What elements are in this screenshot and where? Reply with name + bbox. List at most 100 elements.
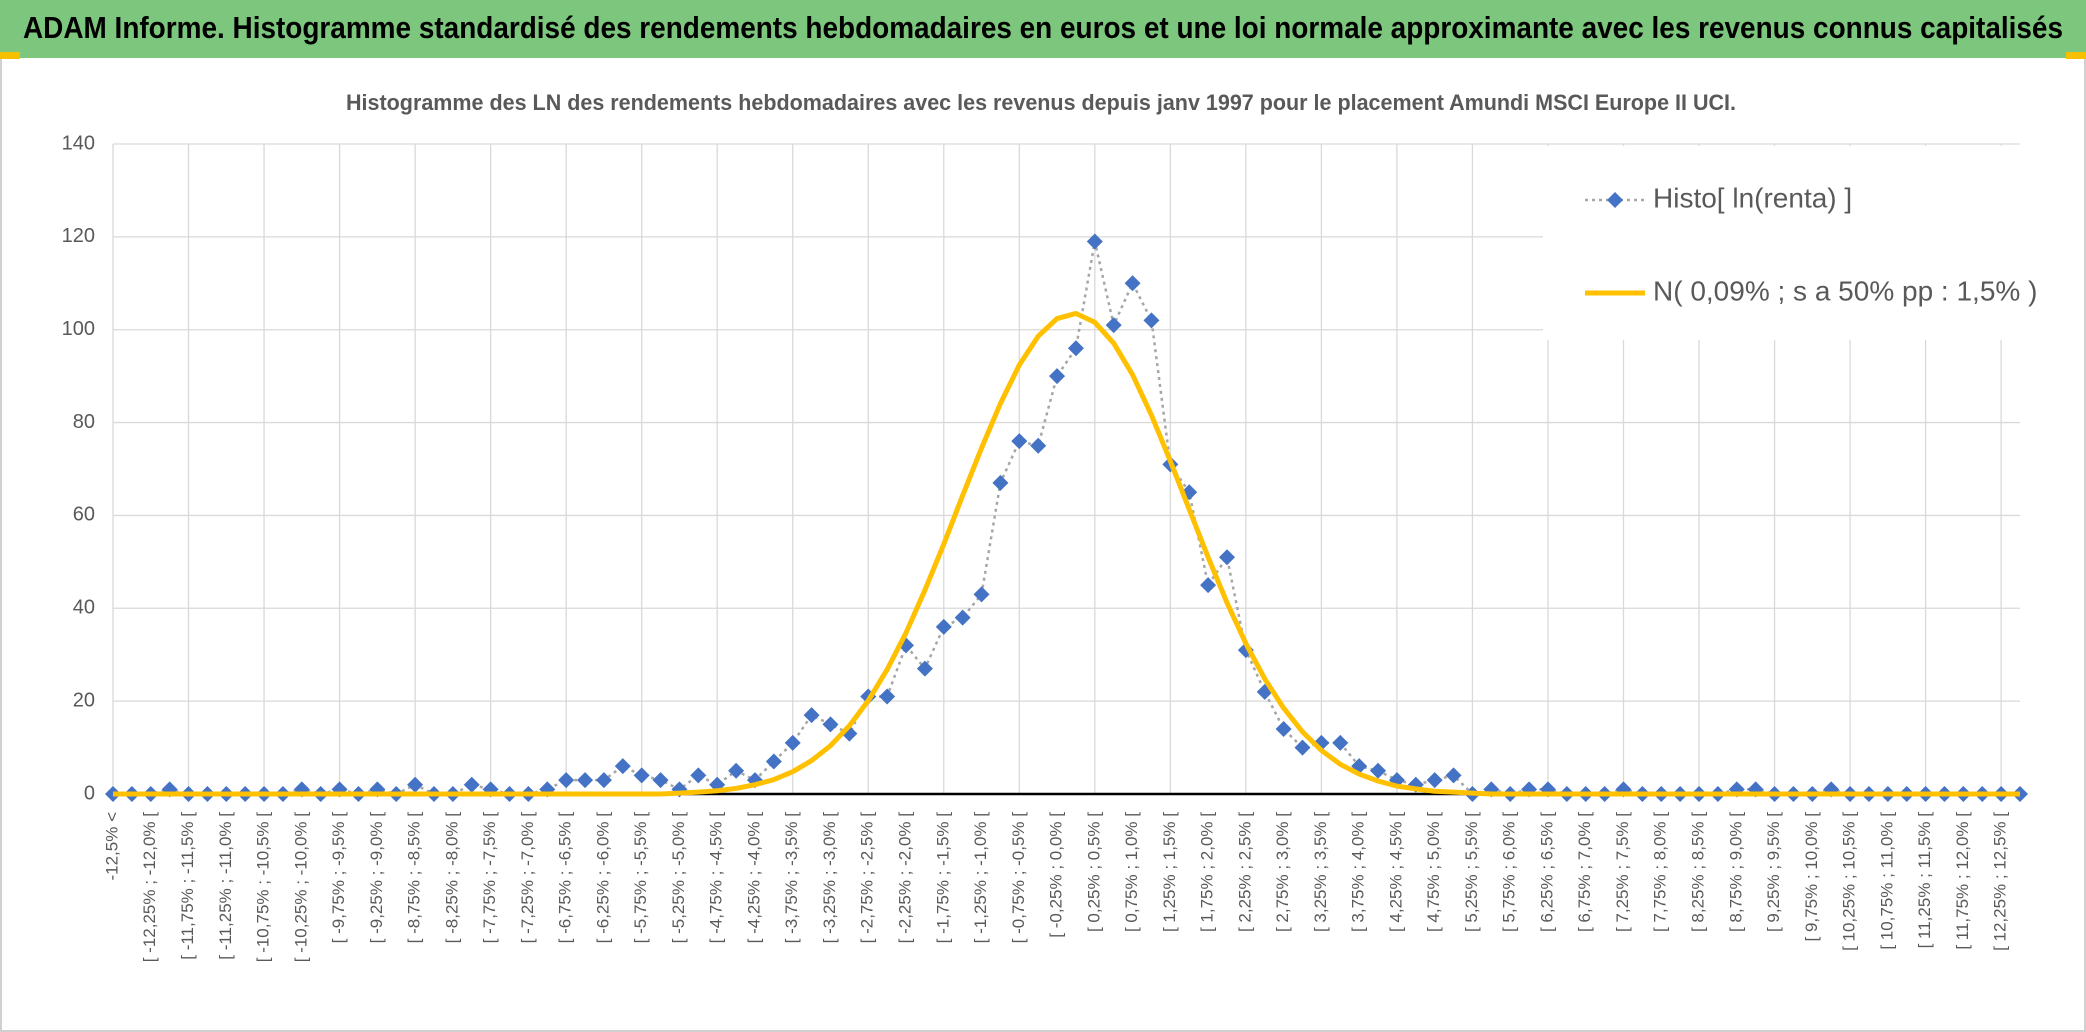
x-tick-label: [ 5,25% ; 5,5% [ <box>1462 812 1481 932</box>
x-tick-label: [ 3,25% ; 3,5% [ <box>1311 812 1330 932</box>
data-point <box>1143 312 1160 329</box>
x-tick-label: [ 11,75% ; 12,0% [ <box>1953 812 1972 950</box>
legend-box <box>1543 146 2075 340</box>
x-tick-label: [ -11,75% ; -11,5% [ <box>178 812 197 960</box>
data-point <box>1370 762 1387 779</box>
header-band <box>0 0 2086 58</box>
legend-marker <box>1607 192 1623 208</box>
data-point <box>690 767 707 784</box>
data-point <box>558 772 575 789</box>
y-tick-label: 120 <box>62 225 95 247</box>
x-tick-label: [ 6,75% ; 7,0% [ <box>1575 812 1594 932</box>
x-tick-label: [ -8,25% ; -8,0% [ <box>442 812 461 944</box>
data-point <box>652 772 669 789</box>
x-tick-label: [ -2,75% ; -2,5% [ <box>858 812 877 944</box>
x-tick-label: [ 5,75% ; 6,0% [ <box>1500 812 1519 932</box>
x-tick-label: [ -7,25% ; -7,0% [ <box>518 812 537 944</box>
x-tick-label: [ -7,75% ; -7,5% [ <box>480 812 499 944</box>
chart-subtitle: Histogramme des LN des rendements hebdom… <box>346 90 1736 115</box>
x-tick-label: [ -11,25% ; -11,0% [ <box>216 812 235 960</box>
x-tick-label: [ -6,25% ; -6,0% [ <box>593 812 612 944</box>
data-point <box>784 734 801 751</box>
data-point <box>1086 233 1103 250</box>
x-tick-label: [ 10,25% ; 10,5% [ <box>1840 812 1859 951</box>
data-point <box>1105 317 1122 334</box>
data-point <box>1124 275 1141 292</box>
x-tick-label: [ 4,25% ; 4,5% [ <box>1386 812 1405 932</box>
legend-label: N( 0,09% ; s a 50% pp : 1,5% ) <box>1653 275 2037 306</box>
data-point <box>1030 437 1047 454</box>
x-tick-label: [ 1,75% ; 2,0% [ <box>1198 812 1217 932</box>
legend-label: Histo[ ln(renta) ] <box>1653 182 1852 213</box>
y-tick-label: 60 <box>73 504 95 526</box>
corner-mark <box>0 52 20 59</box>
data-point <box>935 618 952 635</box>
x-tick-label: [ 6,25% ; 6,5% [ <box>1537 812 1556 932</box>
y-tick-label: 80 <box>73 411 95 433</box>
x-tick-label: [ 2,75% ; 3,0% [ <box>1273 812 1292 932</box>
x-tick-label: [ 4,75% ; 5,0% [ <box>1424 812 1443 932</box>
x-tick-label: [ -9,75% ; -9,5% [ <box>329 812 348 944</box>
x-tick-label: [ 8,75% ; 9,0% [ <box>1726 812 1745 932</box>
x-tick-label: [ -4,25% ; -4,0% [ <box>744 812 763 944</box>
x-tick-label: [ 11,25% ; 11,5% [ <box>1915 812 1934 949</box>
x-tick-label: [ -6,75% ; -6,5% [ <box>556 812 575 944</box>
y-tick-label: 40 <box>73 597 95 619</box>
data-point <box>1332 734 1349 751</box>
x-tick-label: [ 8,25% ; 8,5% [ <box>1689 812 1708 932</box>
x-tick-label: [ -0,25% ; 0,0% [ <box>1047 812 1066 938</box>
data-point <box>1200 577 1217 594</box>
x-tick-label: [ -9,25% ; -9,0% [ <box>367 812 386 944</box>
data-point <box>1445 767 1462 784</box>
data-point <box>595 772 612 789</box>
x-tick-label: [ -10,75% ; -10,5% [ <box>254 812 273 963</box>
data-point <box>803 707 820 724</box>
data-point <box>633 767 650 784</box>
x-tick-label: [ -3,25% ; -3,0% [ <box>820 812 839 944</box>
x-tick-label: [ -4,75% ; -4,5% [ <box>707 812 726 944</box>
series-line <box>113 240 2020 796</box>
data-point <box>614 758 631 775</box>
x-tick-label: [ 3,75% ; 4,0% [ <box>1349 812 1368 932</box>
data-point <box>1067 340 1084 357</box>
x-tick-label: [ -8,75% ; -8,5% [ <box>405 812 424 944</box>
data-point <box>992 474 1009 491</box>
data-point <box>954 609 971 626</box>
x-tick-label: [ -3,75% ; -3,5% [ <box>782 812 801 944</box>
data-point <box>1049 368 1066 385</box>
x-tick-label: [ 2,25% ; 2,5% [ <box>1235 812 1254 932</box>
data-point <box>407 776 424 793</box>
data-point <box>1294 739 1311 756</box>
data-point <box>879 688 896 705</box>
x-tick-label: [ 9,75% ; 10,0% [ <box>1802 812 1821 942</box>
x-tick-label: [ 0,25% ; 0,5% [ <box>1084 812 1103 932</box>
x-tick-label: [ -5,75% ; -5,5% [ <box>631 812 650 944</box>
y-tick-label: 140 <box>62 132 95 154</box>
data-point <box>577 772 594 789</box>
data-point <box>916 660 933 677</box>
header-title: ADAM Informe. Histogramme standardisé de… <box>23 10 2063 45</box>
y-tick-label: 100 <box>62 318 95 340</box>
x-tick-label: [ 10,75% ; 11,0% [ <box>1877 812 1896 950</box>
y-tick-label: 0 <box>84 782 95 804</box>
corner-mark <box>2066 52 2086 59</box>
data-point <box>973 586 990 603</box>
data-point <box>1218 549 1235 566</box>
data-point <box>1426 772 1443 789</box>
x-tick-label: [ -1,25% ; -1,0% [ <box>971 812 990 944</box>
x-tick-label: [ -10,25% ; -10,0% [ <box>291 812 310 963</box>
x-tick-label: [ 0,75% ; 1,0% [ <box>1122 812 1141 932</box>
x-tick-label: [ 1,25% ; 1,5% [ <box>1160 812 1179 932</box>
x-tick-label: [ -1,75% ; -1,5% [ <box>933 812 952 944</box>
data-point <box>1275 721 1292 737</box>
x-tick-label: [ 7,25% ; 7,5% [ <box>1613 812 1632 932</box>
data-point <box>463 776 480 793</box>
data-point <box>728 762 745 779</box>
y-tick-label: 20 <box>73 689 95 711</box>
x-tick-label: -12,5% < <box>102 812 121 881</box>
x-tick-label: [ -2,25% ; -2,0% [ <box>895 812 914 944</box>
series-line <box>113 310 2020 797</box>
data-point <box>1011 433 1028 450</box>
